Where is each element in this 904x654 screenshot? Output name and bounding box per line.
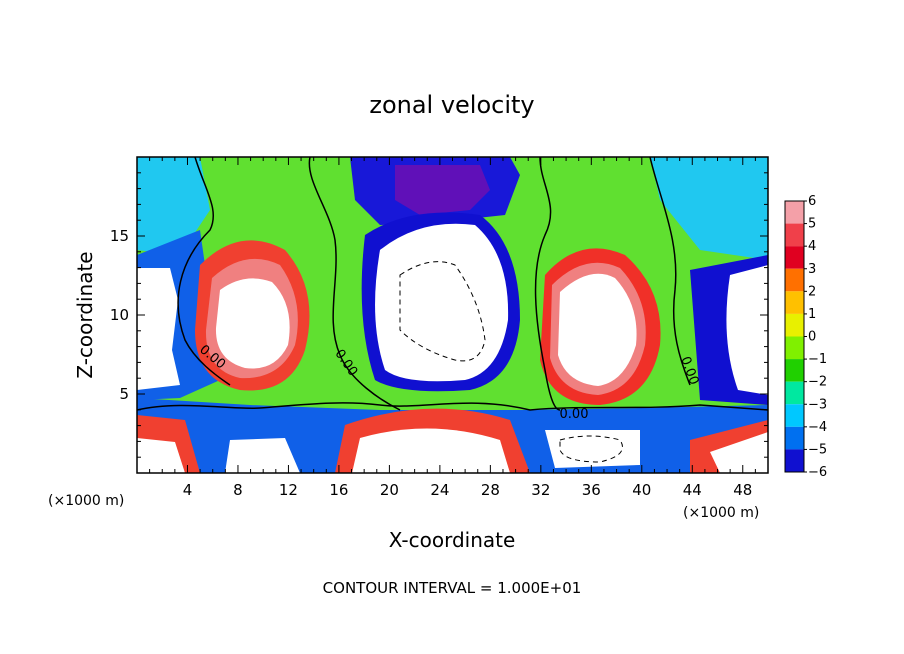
x-tick-label: 40 [632,481,651,499]
colorbar-label: −2 [808,375,827,390]
x-tick-label: 28 [481,481,500,499]
colorbar: 6 5 4 3 2 1 0 −1 −2 −3 −4 −5 −6 [784,194,827,480]
x-tick-label: 12 [279,481,298,499]
top-jet-core [395,165,490,215]
x-axis-ticks: 4 8 12 16 20 24 28 32 36 40 44 48 [149,157,756,499]
colorbar-segment [785,291,804,314]
x-axis-label: X-coordinate [389,528,516,552]
colorbar-label: −4 [808,420,827,435]
x-tick-label: 32 [531,481,550,499]
top-cyan-right [650,157,768,260]
center-white-core [375,223,509,382]
x-tick-label: 24 [430,481,449,499]
colorbar-segment [785,426,804,450]
colorbar-label: 5 [808,217,816,232]
colorbar-segment [785,404,804,427]
colorbar-label: 1 [808,307,816,322]
contour-interval-note: CONTOUR INTERVAL = 1.000E+01 [323,579,582,597]
colorbar-label: 4 [808,239,816,254]
colorbar-label: −1 [808,352,827,367]
colorbar-segment [785,313,804,337]
colorbar-label: −6 [808,465,827,480]
x-tick-label: 20 [380,481,399,499]
top-cyan-left [137,157,210,255]
colorbar-segment [785,449,804,472]
lower-right-white [545,430,640,468]
zero-contour-3 [534,157,561,411]
zero-contour-low [137,402,768,411]
x-axis-unit-right: (×1000 m) [683,505,759,521]
lower-far-right-white [710,432,768,473]
y-tick-label: 15 [110,227,129,245]
zero-contour-4 [649,157,691,386]
colorbar-segment [785,359,804,382]
dashed-contour-lower [559,435,623,463]
colorbar-segment [785,246,804,269]
plot-field [137,157,768,473]
colorbar-label: −3 [808,397,827,412]
zero-contour-1 [177,157,231,386]
colorbar-segment [785,201,804,224]
y-axis-ticks: 5 10 15 [110,172,768,458]
x-tick-label: 4 [183,481,193,499]
colorbar-label: 0 [808,330,816,345]
right-white-core [558,273,637,386]
left-white-core [215,278,290,369]
x-tick-label: 16 [329,481,348,499]
x-axis-unit-left: (×1000 m) [48,493,124,509]
y-tick-label: 10 [110,306,129,324]
lower-mid-white-left [225,438,300,473]
y-tick-label: 5 [119,385,129,403]
x-tick-label: 8 [233,481,243,499]
colorbar-segment [785,223,804,247]
right-white-hole [726,265,768,395]
dashed-contour-center [399,261,486,362]
chart-title: zonal velocity [369,91,534,119]
x-tick-label: 36 [582,481,601,499]
colorbar-segment [785,336,804,360]
contour-label-3: 0.00 [560,407,589,422]
lower-left-white [137,438,185,473]
x-tick-label: 48 [733,481,752,499]
colorbar-label: −5 [808,442,827,457]
y-axis-label: Z-coordinate [73,251,97,378]
lower-center-white [352,428,510,473]
colorbar-segment [785,381,804,405]
colorbar-segment [785,268,804,292]
colorbar-label: 6 [808,194,816,209]
colorbar-label: 3 [808,262,816,277]
zero-contour-2 [308,157,401,411]
x-tick-label: 44 [683,481,702,499]
colorbar-label: 2 [808,284,816,299]
left-white-hole [137,268,180,390]
